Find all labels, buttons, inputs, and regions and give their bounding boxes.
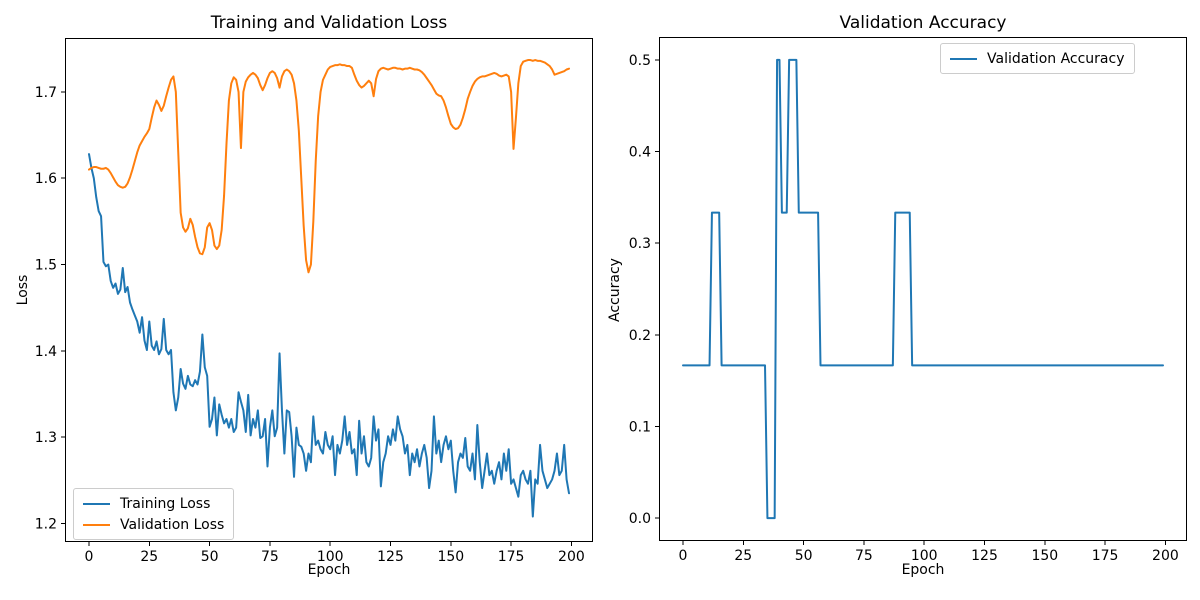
accuracy-y-tick-label: 0.1 — [629, 419, 651, 435]
legend-item-validation-accuracy: Validation Accuracy — [950, 48, 1125, 69]
loss-y-tick-label: 1.3 — [35, 430, 57, 446]
loss-x-tick-label: 200 — [558, 549, 585, 565]
validation-loss-line — [88, 59, 570, 274]
loss-y-tick-label: 1.2 — [35, 516, 57, 532]
loss-x-tick-label: 125 — [377, 549, 404, 565]
accuracy-y-tick-label: 0.3 — [629, 236, 651, 252]
loss-x-tick-label: 175 — [498, 549, 525, 565]
accuracy-x-tick-label: 200 — [1152, 548, 1179, 564]
accuracy-axes-spines — [659, 37, 1187, 541]
loss-y-tick-label: 1.7 — [35, 85, 57, 101]
legend-label: Validation Accuracy — [987, 50, 1125, 67]
accuracy-y-tick-label: 0.4 — [629, 145, 651, 161]
loss-x-tick-label: 50 — [201, 549, 219, 565]
accuracy-x-tick-label: 100 — [911, 548, 938, 564]
loss-legend: Training Loss Validation Loss — [73, 488, 235, 540]
loss-y-axis-label: Loss — [15, 274, 31, 306]
accuracy-y-tick-label: 0.0 — [629, 511, 651, 527]
legend-label: Validation Loss — [120, 516, 225, 533]
accuracy-x-axis-label: Epoch — [901, 562, 945, 578]
accuracy-x-tick-label: 25 — [734, 548, 752, 564]
accuracy-plot-title: Validation Accuracy — [839, 13, 1007, 33]
training-loss-line — [88, 153, 570, 518]
accuracy-x-tick-label: 75 — [855, 548, 873, 564]
accuracy-legend: Validation Accuracy — [940, 43, 1135, 74]
accuracy-x-tick-label: 0 — [679, 548, 688, 564]
legend-item-training-loss: Training Loss — [83, 493, 224, 514]
loss-y-tick-label: 1.5 — [35, 258, 57, 274]
loss-y-tick-label: 1.4 — [35, 344, 57, 360]
loss-axes-spines — [65, 38, 593, 542]
accuracy-y-tick-label: 0.2 — [629, 328, 651, 344]
accuracy-x-tick-label: 175 — [1092, 548, 1119, 564]
accuracy-y-tick-label: 0.5 — [629, 53, 651, 69]
legend-item-validation-loss: Validation Loss — [83, 514, 224, 535]
loss-x-tick-label: 150 — [437, 549, 464, 565]
loss-x-tick-label: 100 — [317, 549, 344, 565]
training-loss-line-swatch — [83, 502, 110, 505]
legend-label: Training Loss — [120, 495, 211, 512]
loss-x-axis-label: Epoch — [307, 562, 351, 578]
validation-loss-line-swatch — [83, 523, 110, 526]
accuracy-y-axis-label: Accuracy — [607, 258, 623, 322]
validation-accuracy-line — [682, 58, 1164, 520]
accuracy-x-tick-label: 150 — [1031, 548, 1058, 564]
loss-y-tick-label: 1.6 — [35, 171, 57, 187]
loss-plot-title: Training and Validation Loss — [210, 13, 448, 33]
loss-x-tick-label: 25 — [140, 549, 158, 565]
validation-accuracy-line-swatch — [950, 57, 977, 60]
accuracy-x-tick-label: 125 — [971, 548, 998, 564]
loss-x-tick-label: 75 — [261, 549, 279, 565]
accuracy-x-tick-label: 50 — [795, 548, 813, 564]
loss-x-tick-label: 0 — [85, 549, 94, 565]
